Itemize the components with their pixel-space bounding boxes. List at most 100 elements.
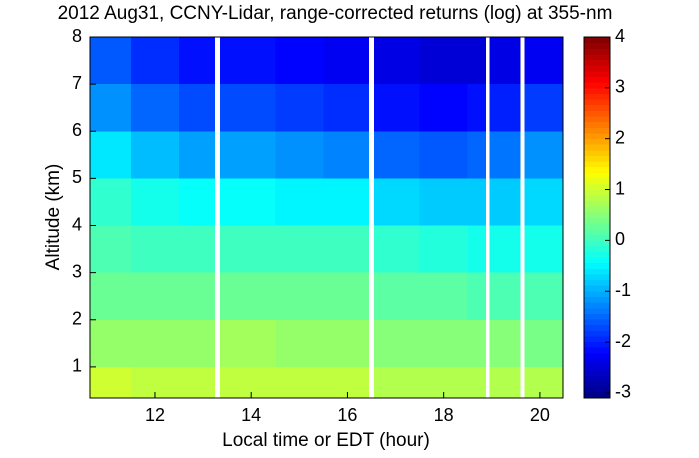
- heatmap-cell: [467, 37, 487, 85]
- colorbar-swatch: [584, 307, 610, 314]
- heatmap-cell: [524, 319, 563, 367]
- colorbar-swatch: [584, 93, 610, 100]
- heatmap-cell: [275, 37, 324, 85]
- heatmap-cell: [419, 131, 468, 179]
- heatmap-cell: [467, 272, 487, 320]
- heatmap-cell: [323, 272, 370, 320]
- colorbar-swatch: [584, 273, 610, 281]
- heatmap-cell: [179, 84, 216, 132]
- colorbar-swatch: [584, 211, 610, 218]
- colorbar-swatch: [584, 115, 610, 123]
- y-axis-label: Altitude (km): [43, 164, 64, 271]
- colorbar-swatch: [584, 381, 610, 388]
- colorbar-swatch: [584, 256, 610, 264]
- heatmap-cell: [323, 225, 370, 273]
- heatmap-cell: [130, 319, 180, 367]
- heatmap-cell: [219, 131, 276, 179]
- colorbar-swatch: [584, 121, 610, 128]
- colorbar-swatch: [584, 53, 610, 61]
- heatmap-cell: [179, 272, 216, 320]
- colorbar-tick-label: -2: [615, 331, 631, 351]
- colorbar-swatch: [584, 335, 610, 343]
- heatmap-cell: [419, 84, 468, 132]
- x-axis-label: Local time or EDT (hour): [222, 430, 430, 451]
- colorbar-swatch: [584, 149, 610, 156]
- heatmap-cell: [419, 178, 468, 226]
- heatmap-cell: [219, 366, 276, 398]
- colorbar-swatch: [584, 99, 610, 106]
- heatmap-cell: [524, 131, 563, 179]
- heatmap-cell: [90, 319, 131, 367]
- y-tick-label: 6: [72, 120, 82, 140]
- heatmap-cell: [373, 37, 420, 85]
- colorbar-swatch: [584, 82, 610, 89]
- y-tick-label: 5: [72, 167, 82, 187]
- y-tick-label: 2: [72, 309, 82, 329]
- colorbar-swatch: [584, 352, 610, 360]
- heatmap-cell: [524, 225, 563, 273]
- heatmap-cell: [323, 84, 370, 132]
- colorbar-swatch: [584, 144, 610, 151]
- heatmap-cell: [219, 178, 276, 226]
- colorbar-swatch: [584, 358, 610, 365]
- heatmap-cell: [323, 178, 370, 226]
- heatmap-cell: [467, 178, 487, 226]
- heatmap-cell: [275, 319, 324, 367]
- colorbar-swatch: [584, 70, 610, 77]
- colorbar-swatch: [584, 341, 610, 348]
- colorbar-swatch: [584, 110, 610, 117]
- y-tick-label: 3: [72, 261, 82, 281]
- heatmap-cell: [373, 84, 420, 132]
- colorbar-swatch: [584, 330, 610, 337]
- colorbar-tick-label: 1: [615, 178, 625, 198]
- colorbar-swatch: [584, 302, 610, 309]
- heatmap-cell: [489, 272, 521, 320]
- heatmap-cell: [323, 131, 370, 179]
- heatmap-cell: [130, 225, 180, 273]
- heatmap-cell: [467, 84, 487, 132]
- colorbar-swatch: [584, 234, 610, 241]
- x-tick-label: 12: [145, 405, 165, 425]
- colorbar-swatch: [584, 392, 610, 399]
- heatmap-cell: [90, 272, 131, 320]
- colorbar-swatch: [584, 166, 610, 173]
- heatmap-cell: [467, 225, 487, 273]
- colorbar-swatch: [584, 364, 610, 371]
- heatmap-cell: [524, 272, 563, 320]
- y-tick-label: 7: [72, 73, 82, 93]
- heatmap-cell: [489, 319, 521, 367]
- colorbar-tick-label: -1: [615, 280, 631, 300]
- colorbar-swatch: [584, 347, 610, 354]
- heatmap-cell: [524, 37, 563, 85]
- heatmap-cell: [373, 272, 420, 320]
- colorbar-swatch: [584, 138, 610, 145]
- heatmap-cell: [90, 178, 131, 226]
- heatmap-cell: [524, 84, 563, 132]
- heatmap-cell: [90, 37, 131, 85]
- heatmap-cell: [130, 84, 180, 132]
- heatmap-cell: [489, 37, 521, 85]
- colorbar-swatch: [584, 104, 610, 111]
- y-tick-label: 4: [72, 214, 82, 234]
- heatmap-cell: [419, 37, 468, 85]
- y-tick-label: 8: [72, 26, 82, 46]
- heatmap-cell: [90, 366, 131, 398]
- heatmap-cell: [179, 131, 216, 179]
- heatmap-cell: [419, 225, 468, 273]
- colorbar-swatch: [584, 42, 610, 49]
- colorbar-swatch: [584, 285, 610, 292]
- x-tick-label: 14: [241, 405, 261, 425]
- heatmap-cell: [275, 272, 324, 320]
- colorbar-swatch: [584, 268, 610, 275]
- colorbar-swatch: [584, 127, 610, 134]
- heatmap-cell: [467, 319, 487, 367]
- heatmap-cell: [467, 131, 487, 179]
- heatmap-cell: [373, 178, 420, 226]
- colorbar-swatch: [584, 313, 610, 320]
- heatmap-cell: [90, 131, 131, 179]
- colorbar-swatch: [584, 178, 610, 185]
- heatmap-cell: [489, 366, 521, 398]
- colorbar-swatch: [584, 189, 610, 196]
- heatmap-cell: [179, 225, 216, 273]
